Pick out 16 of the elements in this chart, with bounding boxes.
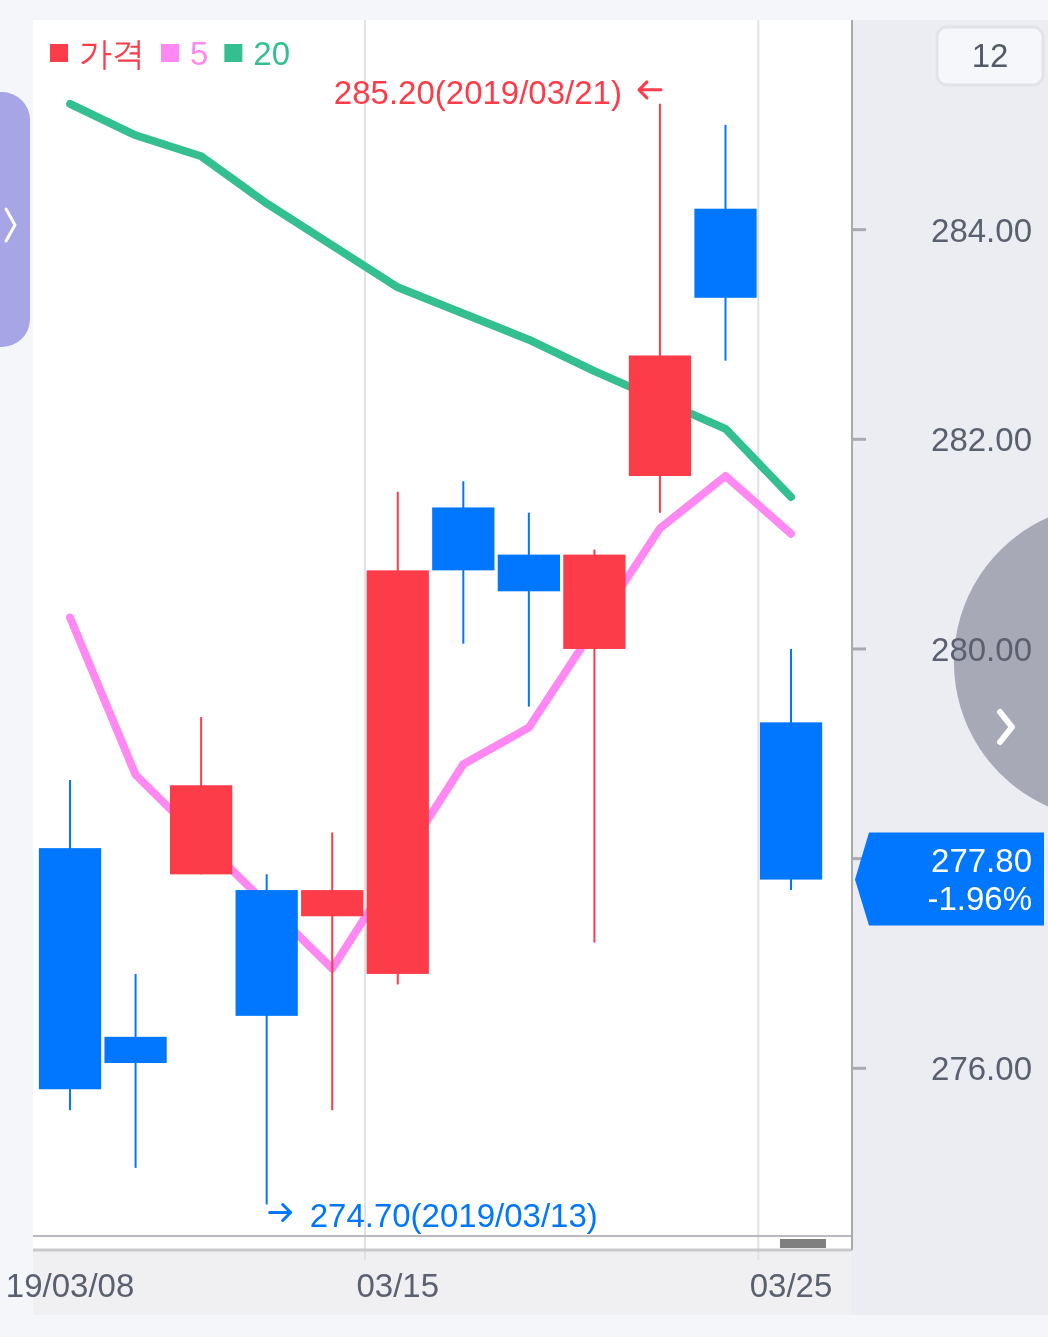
y-tick-label: 276.00	[931, 1050, 1032, 1088]
annotation: 274.70(2019/03/13)	[309, 1196, 598, 1234]
text: 12	[971, 37, 1009, 74]
text: 277.80	[931, 841, 1032, 879]
text: -1.96%	[927, 879, 1032, 917]
candlestick	[104, 972, 167, 1169]
y-tick-label: 282.00	[931, 421, 1032, 459]
legend-label: 가격	[79, 35, 145, 72]
candlestick	[301, 831, 364, 1112]
legend-label: 20	[253, 35, 291, 72]
x-tick-label: 03/15	[356, 1267, 440, 1304]
y-tick-label: 284.00	[931, 211, 1032, 249]
annotation: 285.20(2019/03/21)	[333, 73, 622, 111]
x-tick-label: 19/03/08	[5, 1267, 135, 1304]
x-tick-label: 03/25	[749, 1267, 833, 1304]
legend-label: 5	[190, 35, 209, 72]
